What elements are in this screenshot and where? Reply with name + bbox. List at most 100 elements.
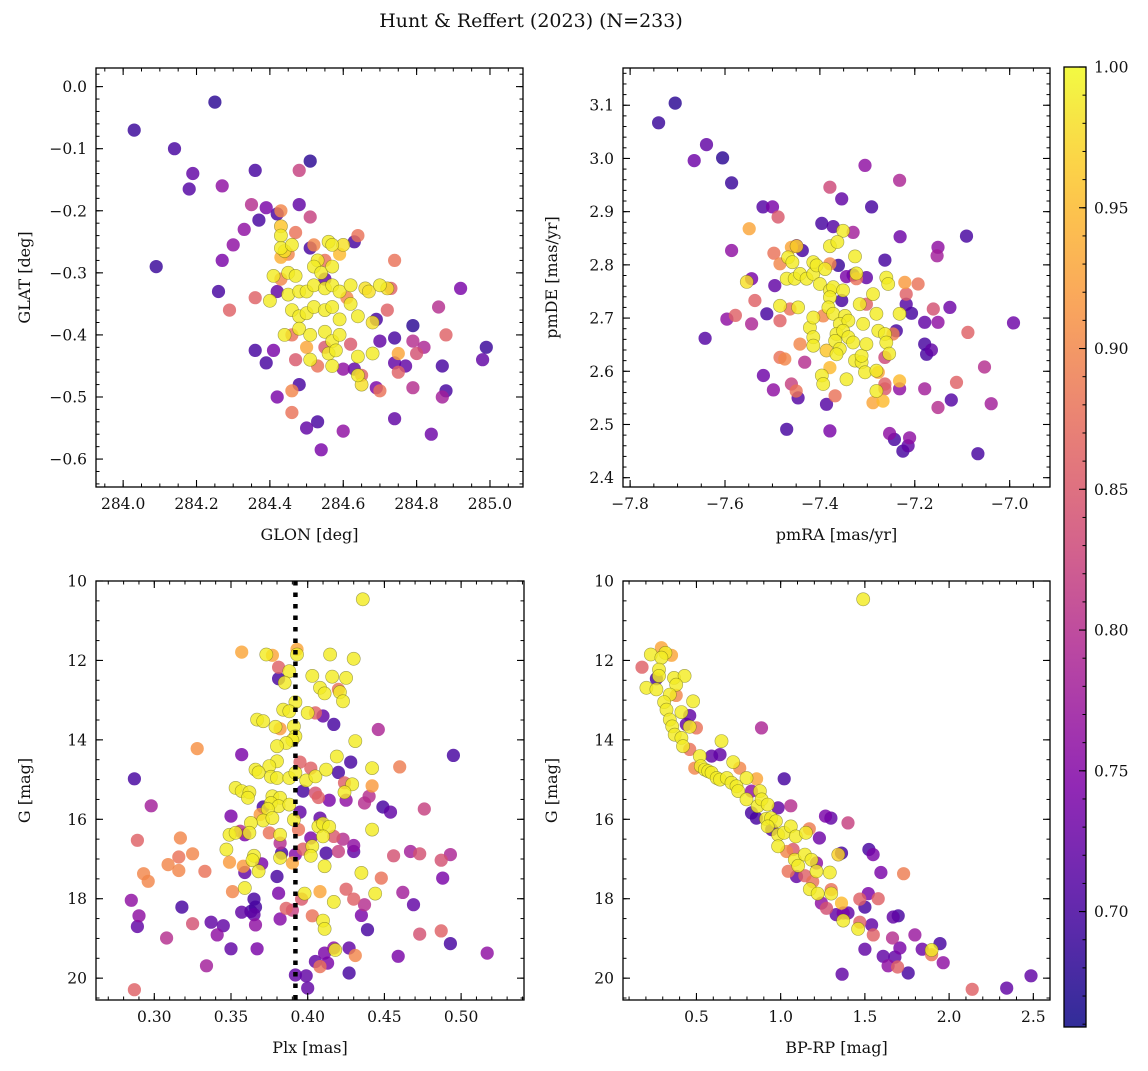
data-point: [313, 885, 327, 899]
data-point: [410, 346, 424, 361]
data-point: [346, 651, 361, 666]
scatter-points: [635, 592, 1038, 996]
data-point: [284, 237, 299, 252]
data-point: [186, 166, 200, 181]
y-tick-label: 3.1: [589, 97, 614, 115]
data-point: [323, 647, 337, 662]
data-point: [273, 228, 288, 243]
data-point: [305, 909, 319, 923]
data-point: [848, 249, 862, 264]
data-point: [1024, 969, 1038, 983]
data-point: [424, 427, 438, 441]
data-point: [893, 230, 907, 244]
data-point: [853, 892, 867, 906]
data-point: [300, 706, 315, 720]
data-point: [144, 799, 158, 813]
data-point: [798, 355, 812, 369]
data-point: [731, 784, 746, 798]
x-tick-label: 0.30: [137, 1008, 172, 1026]
data-point: [823, 424, 837, 438]
data-point: [417, 802, 431, 816]
y-tick-label: 20: [67, 970, 87, 988]
data-point: [635, 660, 649, 674]
data-point: [885, 931, 900, 945]
data-point: [652, 116, 666, 130]
x-tick-label: 284.2: [174, 495, 218, 513]
data-point: [244, 198, 259, 212]
y-tick-label: −0.5: [49, 388, 87, 406]
y-tick-label: 12: [594, 652, 614, 670]
data-point: [127, 772, 141, 786]
data-point: [270, 739, 284, 754]
data-point: [301, 981, 315, 995]
x-tick-label: −7.8: [611, 495, 649, 513]
x-tick-label: −7.2: [896, 495, 934, 513]
data-point: [1000, 981, 1014, 995]
data-point: [273, 912, 287, 926]
data-point: [924, 343, 939, 357]
colorbar-tick-label: 0.90: [1094, 340, 1129, 358]
data-point: [303, 327, 318, 342]
data-point: [317, 324, 332, 339]
colorbar-tick-label: 0.70: [1094, 903, 1129, 921]
data-point: [858, 942, 872, 956]
data-point: [791, 300, 805, 315]
colorbar-gradient: [1064, 67, 1086, 1027]
data-point: [342, 966, 356, 980]
data-point: [771, 839, 785, 854]
data-point: [308, 769, 323, 784]
data-point: [479, 340, 493, 354]
data-point: [240, 790, 255, 805]
data-point: [828, 389, 842, 403]
data-point: [371, 722, 385, 737]
y-tick-label: 16: [67, 811, 87, 829]
data-point: [388, 253, 402, 267]
data-point: [893, 374, 907, 388]
data-point: [668, 96, 682, 110]
data-point: [713, 748, 727, 762]
data-point: [259, 201, 273, 215]
colorbar-frame: [1063, 66, 1087, 1028]
data-point: [806, 310, 821, 325]
data-point: [793, 337, 807, 351]
data-point: [748, 293, 762, 308]
data-point: [835, 293, 849, 308]
data-point: [876, 394, 890, 408]
data-point: [186, 847, 200, 861]
data-point: [750, 772, 764, 786]
y-axis-label: G [mag]: [15, 758, 34, 823]
data-point: [141, 874, 155, 888]
y-tick-label: 2.9: [589, 203, 614, 221]
data-point: [891, 960, 905, 974]
data-point: [773, 298, 787, 313]
data-point: [854, 348, 869, 363]
data-point: [698, 331, 712, 345]
data-point: [350, 368, 365, 383]
y-axis-label: pmDE [mas/yr]: [542, 216, 561, 339]
x-tick-label: 0.5: [684, 1008, 709, 1026]
data-point: [173, 831, 187, 845]
data-point: [343, 278, 358, 293]
data-point: [760, 307, 774, 321]
data-point: [777, 772, 791, 786]
data-point: [866, 848, 880, 862]
data-point: [883, 426, 897, 441]
data-point: [866, 287, 880, 301]
data-point: [834, 896, 849, 910]
x-tick-label: −7.4: [801, 495, 839, 513]
colorbar-tick-label: 0.80: [1094, 622, 1129, 640]
data-point: [856, 592, 871, 607]
axes-frame: [622, 67, 1051, 488]
data-point: [810, 886, 825, 901]
y-tick-label: 18: [67, 890, 87, 908]
data-point: [336, 424, 350, 438]
data-point: [943, 300, 957, 314]
data-point: [886, 910, 900, 924]
data-point: [944, 393, 958, 407]
y-tick-label: 20: [594, 970, 614, 988]
data-point: [897, 867, 911, 881]
data-point: [908, 928, 922, 942]
data-point: [365, 315, 380, 330]
data-point: [728, 308, 743, 322]
data-point: [300, 421, 314, 435]
